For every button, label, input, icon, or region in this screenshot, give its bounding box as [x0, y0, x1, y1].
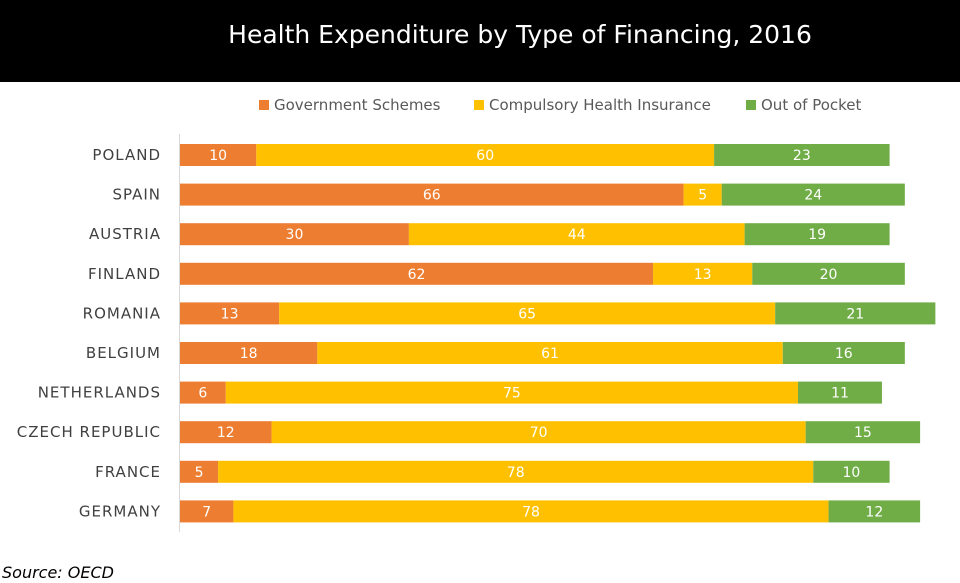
category-label-finland: FINLAND: [88, 265, 161, 283]
data-label-austria-government-schemes: 30: [286, 227, 304, 243]
bar-romania-out-of-pocket: [775, 302, 936, 325]
data-label-france-out-of-pocket: 10: [843, 465, 861, 481]
legend-label-government: Government Schemes: [274, 96, 441, 114]
category-label-netherlands: NETHERLANDS: [38, 384, 161, 402]
data-label-belgium-government-schemes: 18: [240, 346, 258, 362]
category-label-romania: ROMANIA: [83, 304, 161, 322]
bar-netherlands-out-of-pocket: [798, 381, 882, 404]
source-note: Source: OECD: [2, 563, 114, 582]
bar-finland-out-of-pocket: [752, 262, 905, 285]
bar-czech-republic-out-of-pocket: [805, 421, 921, 444]
bar-austria-government-schemes: [180, 223, 409, 246]
bar-czech-republic-government-schemes: [180, 421, 272, 444]
data-label-czech-republic-out-of-pocket: 15: [854, 425, 872, 441]
bar-romania-compulsory-health-insurance: [279, 302, 776, 325]
bar-romania-government-schemes: [180, 302, 280, 325]
data-label-netherlands-government-schemes: 6: [198, 386, 207, 402]
data-label-czech-republic-government-schemes: 12: [217, 425, 235, 441]
bar-poland-government-schemes: [180, 144, 257, 166]
bar-germany-compulsory-health-insurance: [233, 500, 829, 523]
legend-item-government: Government Schemes: [259, 94, 440, 116]
bar-france-out-of-pocket: [813, 460, 890, 483]
legend-swatch-government: [259, 99, 269, 110]
data-label-netherlands-compulsory-health-insurance: 75: [503, 386, 521, 402]
bar-belgium-out-of-pocket: [782, 342, 905, 364]
bar-spain-government-schemes: [180, 183, 684, 206]
category-label-poland: POLAND: [92, 146, 161, 164]
data-label-belgium-compulsory-health-insurance: 61: [541, 346, 559, 362]
bar-austria-compulsory-health-insurance: [408, 223, 745, 246]
legend-label-out-of-pocket: Out of Pocket: [761, 96, 862, 114]
legend-swatch-out-of-pocket: [746, 99, 756, 110]
chart-legend: Government Schemes Compulsory Health Ins…: [0, 94, 960, 116]
bar-belgium-government-schemes: [180, 342, 318, 364]
category-label-france: FRANCE: [95, 463, 161, 481]
data-label-spain-government-schemes: 66: [423, 188, 441, 204]
bar-belgium-compulsory-health-insurance: [317, 342, 783, 364]
bar-netherlands-compulsory-health-insurance: [225, 381, 799, 404]
data-label-finland-government-schemes: 62: [408, 267, 426, 283]
category-label-czech-republic: CZECH REPUBLIC: [17, 423, 161, 441]
data-label-finland-compulsory-health-insurance: 13: [694, 267, 712, 283]
bar-poland-out-of-pocket: [714, 144, 890, 166]
bar-austria-out-of-pocket: [744, 223, 890, 246]
data-label-poland-government-schemes: 10: [209, 148, 227, 164]
bar-germany-government-schemes: [180, 500, 234, 523]
data-label-romania-out-of-pocket: 21: [846, 306, 864, 322]
data-label-germany-compulsory-health-insurance: 78: [522, 504, 540, 520]
category-label-austria: AUSTRIA: [89, 225, 161, 243]
data-label-france-government-schemes: 5: [195, 465, 204, 481]
category-label-belgium: BELGIUM: [86, 344, 161, 362]
bar-spain-compulsory-health-insurance: [683, 183, 722, 206]
bar-france-compulsory-health-insurance: [218, 460, 814, 483]
data-label-germany-government-schemes: 7: [202, 504, 211, 520]
bar-czech-republic-compulsory-health-insurance: [271, 421, 806, 444]
bar-poland-compulsory-health-insurance: [256, 144, 715, 166]
data-label-romania-government-schemes: 13: [221, 306, 239, 322]
data-label-germany-out-of-pocket: 12: [865, 504, 883, 520]
data-label-austria-compulsory-health-insurance: 44: [568, 227, 586, 243]
data-label-france-compulsory-health-insurance: 78: [507, 465, 525, 481]
data-label-poland-compulsory-health-insurance: 60: [476, 148, 494, 164]
legend-label-insurance: Compulsory Health Insurance: [489, 96, 711, 114]
data-label-netherlands-out-of-pocket: 11: [831, 386, 849, 402]
bar-finland-compulsory-health-insurance: [653, 262, 753, 285]
bar-germany-out-of-pocket: [828, 500, 921, 523]
category-label-germany: GERMANY: [79, 502, 161, 520]
legend-swatch-insurance: [474, 99, 484, 110]
bar-spain-out-of-pocket: [721, 183, 905, 206]
legend-item-out-of-pocket: Out of Pocket: [746, 94, 861, 116]
category-label-spain: SPAIN: [112, 186, 161, 204]
data-label-czech-republic-compulsory-health-insurance: 70: [530, 425, 548, 441]
data-label-belgium-out-of-pocket: 16: [835, 346, 853, 362]
data-label-finland-out-of-pocket: 20: [820, 267, 838, 283]
data-label-romania-compulsory-health-insurance: 65: [518, 306, 536, 322]
bar-netherlands-government-schemes: [180, 381, 226, 404]
data-label-poland-out-of-pocket: 23: [793, 148, 811, 164]
data-label-spain-out-of-pocket: 24: [804, 188, 822, 204]
bar-finland-government-schemes: [180, 262, 654, 285]
data-label-spain-compulsory-health-insurance: 5: [698, 188, 707, 204]
title-band: Health Expenditure by Type of Financing,…: [0, 0, 960, 82]
chart-title: Health Expenditure by Type of Financing,…: [228, 20, 812, 49]
bar-france-government-schemes: [180, 460, 219, 483]
legend-item-insurance: Compulsory Health Insurance: [474, 94, 711, 116]
data-label-austria-out-of-pocket: 19: [808, 227, 826, 243]
